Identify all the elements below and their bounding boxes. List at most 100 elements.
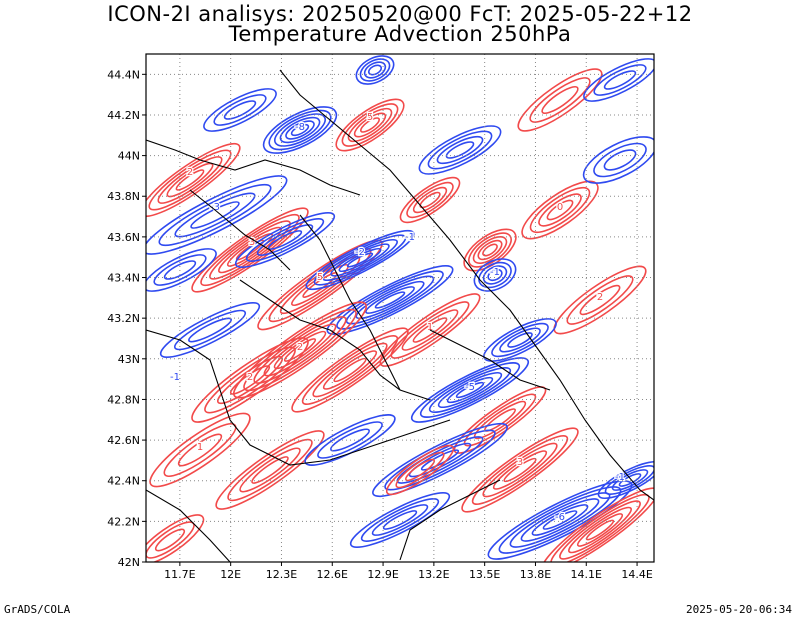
positive-advection-contour (419, 191, 441, 209)
x-tick-label: 14.4E (621, 568, 652, 581)
border-line (239, 279, 431, 401)
negative-advection-contour (420, 449, 460, 471)
positive-advection-contour (146, 514, 205, 562)
negative-advection-contour (487, 268, 503, 282)
positive-advection-contour (360, 117, 380, 133)
contour-value-label: -1 (490, 267, 500, 278)
contour-value-label: -5 (465, 382, 475, 393)
positive-advection-contour (463, 228, 517, 272)
chart-subtitle: Temperature Advection 250hPa (228, 22, 572, 46)
y-tick-label: 43.6N (107, 231, 140, 244)
footer-credit: GrADS/COLA (4, 603, 71, 616)
negative-advection-contour (267, 230, 303, 250)
positive-advection-contour (291, 327, 409, 413)
positive-advection-contour (347, 107, 393, 143)
positive-advection-contour (239, 447, 301, 493)
negative-advection-contour (593, 142, 647, 178)
negative-advection-contour (153, 254, 207, 286)
negative-advection-contour (359, 58, 391, 82)
positive-advection-contour (553, 265, 647, 335)
negative-advection-contour (363, 61, 387, 79)
negative-advection-contour (583, 58, 654, 102)
positive-advection-contour (503, 457, 537, 483)
positive-advection-contour (529, 186, 591, 234)
positive-advection-contour (175, 169, 205, 191)
border-line (146, 139, 361, 196)
negative-advection-contour (445, 141, 475, 159)
negative-advection-contour (349, 492, 451, 548)
y-tick-label: 42N (118, 556, 140, 569)
positive-advection-contour (461, 427, 579, 513)
contour-value-label: 1 (427, 322, 433, 333)
negative-advection-contour (365, 286, 415, 314)
contour-value-label: 3 (517, 457, 523, 468)
y-axis-ticks: 44.4N 44.2N 44N 43.8N 43.6N 43.4N 43.2N 43N 42.8… (107, 68, 146, 569)
positive-advection-contour (163, 423, 237, 477)
negative-advection-contour (322, 238, 398, 282)
contour-value-label: -1 (615, 472, 625, 483)
chart-title: ICON-2I analisys: 20250520@00 FcT: 2025-… (107, 2, 693, 26)
negative-advection-contour (285, 120, 315, 140)
negative-advection-contour (436, 135, 484, 165)
negative-advection-contour (455, 381, 485, 399)
positive-advection-contour (550, 493, 650, 562)
positive-advection-contour (463, 393, 537, 447)
positive-advection-contour (568, 506, 632, 554)
border-line (429, 329, 551, 391)
positive-advection-contour (191, 337, 309, 423)
positive-advection-contour (233, 301, 367, 399)
negative-advection-contour (372, 422, 508, 498)
negative-advection-contour (482, 265, 508, 285)
y-tick-label: 42.2N (107, 515, 140, 528)
negative-advection-contour (531, 504, 589, 536)
negative-advection-contour (419, 362, 521, 418)
positive-advection-contour (301, 335, 399, 405)
contour-value-label: -1 (170, 372, 180, 383)
negative-advection-contour (158, 183, 272, 247)
positive-advection-contour (529, 77, 591, 123)
negative-advection-contour (410, 357, 530, 423)
contour-value-label: -8 (295, 122, 305, 133)
negative-advection-contour (603, 149, 637, 171)
negative-advection-contour (593, 64, 647, 96)
negative-advection-contour (329, 428, 371, 452)
border-line (299, 214, 401, 391)
negative-advection-contour (305, 229, 415, 291)
positive-advection-contour (395, 451, 445, 489)
positive-advection-contour (341, 103, 399, 147)
positive-advection-contour (482, 442, 558, 498)
x-tick-label: 11.7E (164, 568, 195, 581)
contour-field: 2 -3 3 5 -2 -8 5 -5 3 -6 1 1 2 -1 -1 0 2 -1 -1 2 (146, 55, 654, 562)
positive-advection-contour (273, 330, 327, 370)
positive-advection-contour (322, 350, 378, 390)
y-tick-label: 43.8N (107, 190, 140, 203)
negative-advection-contour (159, 302, 261, 358)
contour-value-label: 2 (297, 342, 303, 353)
negative-advection-contour (317, 421, 383, 459)
y-tick-label: 44.2N (107, 109, 140, 122)
y-tick-label: 44.4N (107, 68, 140, 81)
negative-advection-contour (223, 100, 257, 120)
x-tick-label: 13.2E (418, 568, 449, 581)
positive-advection-contour (521, 180, 599, 240)
positive-advection-contour (566, 275, 634, 325)
positive-advection-contour (541, 85, 579, 115)
negative-advection-contour (478, 261, 512, 289)
positive-advection-contour (204, 346, 296, 414)
border-line (279, 69, 654, 501)
positive-advection-contour (251, 456, 289, 484)
border-line (399, 479, 501, 561)
negative-advection-contour (290, 123, 310, 137)
positive-advection-contour (546, 199, 574, 221)
y-tick-label: 42.4N (107, 475, 140, 488)
negative-advection-contour (597, 460, 654, 500)
contour-value-label: -1 (405, 232, 415, 243)
positive-advection-contour (227, 438, 313, 502)
negative-advection-contour (326, 265, 454, 335)
x-axis-ticks: 11.7E 12E 12.3E 12.6E 12.9E 13.2E 13.5E 13.8E 14… (164, 562, 653, 581)
negative-advection-contour (507, 332, 533, 348)
positive-advection-contour (215, 430, 325, 510)
negative-advection-contour (336, 270, 444, 330)
negative-advection-contour (603, 70, 637, 90)
